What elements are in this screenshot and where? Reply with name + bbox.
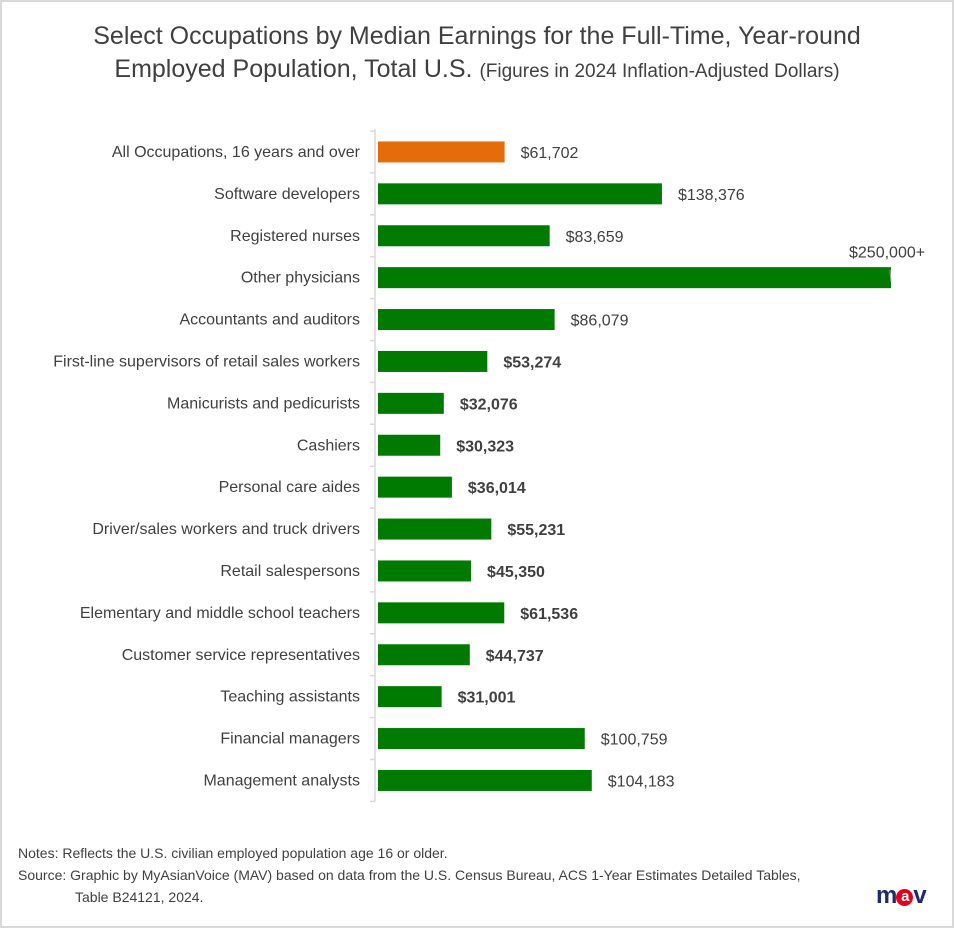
category-label: Retail salespersons <box>220 563 360 580</box>
bar <box>378 392 444 414</box>
data-label: $44,737 <box>486 648 544 665</box>
bar <box>378 350 488 372</box>
data-label: $61,536 <box>520 606 578 623</box>
data-label: $138,376 <box>678 187 745 204</box>
data-label: $36,014 <box>468 480 526 497</box>
bar <box>378 728 585 750</box>
data-label: $53,274 <box>503 354 561 371</box>
title-line-2: Employed Population, Total U.S. <box>114 55 473 83</box>
data-label: $30,323 <box>456 438 514 455</box>
data-label: $83,659 <box>566 229 624 246</box>
bar <box>378 518 492 540</box>
bar <box>378 225 550 247</box>
bar <box>378 267 891 289</box>
data-label: $61,702 <box>521 145 579 162</box>
data-label: $55,231 <box>507 522 565 539</box>
source-text: Source: Graphic by MyAsianVoice (MAV) ba… <box>18 867 801 883</box>
chart-title: Select Occupations by Median Earnings fo… <box>0 20 954 88</box>
data-label: $31,001 <box>458 690 516 707</box>
category-label: Accountants and auditors <box>179 312 360 329</box>
notes-block: Notes: Reflects the U.S. civilian employ… <box>18 842 801 908</box>
bar <box>378 644 470 666</box>
category-label: Teaching assistants <box>220 689 360 706</box>
category-label: Software developers <box>214 186 360 203</box>
chart-subtitle: (Figures in 2024 Inflation-Adjusted Doll… <box>479 61 840 82</box>
bar <box>378 141 505 163</box>
category-label: First-line supervisors of retail sales w… <box>53 353 360 370</box>
category-label: Driver/sales workers and truck drivers <box>92 521 360 538</box>
bar <box>378 434 441 456</box>
category-label: Personal care aides <box>219 479 360 496</box>
data-label: $86,079 <box>571 313 629 330</box>
title-line-1: Select Occupations by Median Earnings fo… <box>93 22 861 50</box>
data-label: $250,000+ <box>849 245 925 262</box>
category-label: Elementary and middle school teachers <box>80 605 360 622</box>
data-label: $45,350 <box>487 564 545 581</box>
source-text-cont: Table B24121, 2024. <box>75 889 204 905</box>
category-label: All Occupations, 16 years and over <box>112 144 361 161</box>
data-label: $32,076 <box>460 396 518 413</box>
bar <box>378 560 472 582</box>
bar <box>378 309 555 331</box>
break-mark <box>889 269 892 282</box>
data-label: $104,183 <box>608 773 675 790</box>
category-label: Registered nurses <box>230 228 360 245</box>
category-label: Customer service representatives <box>122 647 360 664</box>
bar <box>378 476 452 498</box>
bar <box>378 183 662 205</box>
bar <box>378 686 442 708</box>
category-label: Cashiers <box>297 437 360 454</box>
bar <box>378 602 505 624</box>
category-label: Management analysts <box>203 772 360 789</box>
category-label: Other physicians <box>241 270 360 287</box>
category-label: Manicurists and pedicurists <box>167 395 360 412</box>
category-label: Financial managers <box>220 731 360 748</box>
data-label: $100,759 <box>601 732 668 749</box>
bar <box>378 769 592 791</box>
notes-text: Notes: Reflects the U.S. civilian employ… <box>18 845 448 861</box>
